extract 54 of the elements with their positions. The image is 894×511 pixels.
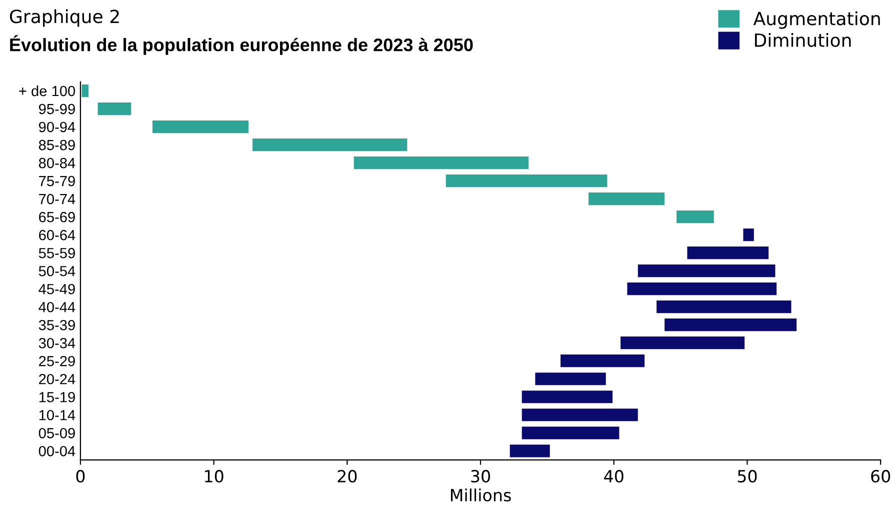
y-tick-label: 75-79 bbox=[39, 176, 75, 186]
y-tick-label: 45-49 bbox=[38, 284, 75, 294]
y-tick-label: 35-39 bbox=[38, 320, 75, 330]
x-tick-label: 0 bbox=[76, 470, 85, 483]
y-tick-label: 80-84 bbox=[38, 158, 76, 168]
x-tick-label: 50 bbox=[738, 470, 757, 483]
bar bbox=[588, 192, 665, 206]
bar bbox=[620, 336, 745, 350]
bar bbox=[252, 138, 408, 152]
y-tick-label: 10-14 bbox=[39, 410, 76, 420]
y-tick-label: 65-69 bbox=[39, 212, 75, 222]
y-tick-label: 30-34 bbox=[38, 338, 76, 348]
x-tick-label: 30 bbox=[471, 470, 490, 483]
y-tick-label: 00-04 bbox=[38, 446, 76, 456]
bar bbox=[743, 228, 754, 242]
bar bbox=[560, 354, 645, 368]
y-tick-label: 55-59 bbox=[38, 248, 75, 258]
bar bbox=[638, 264, 776, 278]
bar bbox=[522, 390, 613, 404]
bar bbox=[98, 102, 132, 116]
bar bbox=[656, 300, 792, 314]
y-tick-label: + de 100 bbox=[19, 85, 76, 96]
bar bbox=[522, 408, 638, 422]
bar bbox=[510, 444, 550, 458]
y-tick-label: 60-64 bbox=[39, 230, 76, 240]
x-tick-label: 20 bbox=[338, 470, 357, 483]
chart-title: Graphique 2 bbox=[10, 9, 119, 27]
bar bbox=[152, 120, 248, 134]
bar bbox=[687, 246, 769, 260]
legend-label: Diminution bbox=[755, 33, 851, 47]
x-axis-title: Millions bbox=[450, 488, 511, 502]
y-tick-label: 95-99 bbox=[38, 104, 75, 114]
y-tick-label: 85-89 bbox=[38, 140, 75, 150]
bar bbox=[522, 426, 620, 440]
y-tick-label: 50-54 bbox=[38, 266, 76, 276]
legend-label: Augmentation bbox=[753, 11, 880, 29]
bar bbox=[535, 372, 606, 386]
chart-subtitle: Évolution de la population européenne de 2023 à 2050 bbox=[10, 35, 473, 55]
bar bbox=[354, 156, 529, 170]
bar bbox=[82, 84, 88, 98]
y-tick-label: 70-74 bbox=[39, 194, 76, 204]
bar bbox=[664, 318, 797, 332]
x-tick-label: 40 bbox=[604, 470, 624, 483]
y-tick-label: 15-19 bbox=[39, 392, 75, 402]
y-tick-label: 40-44 bbox=[38, 302, 76, 312]
x-tick-label: 60 bbox=[871, 470, 890, 483]
x-tick-label: 10 bbox=[205, 470, 224, 483]
bar bbox=[627, 282, 777, 296]
y-tick-label: 20-24 bbox=[39, 374, 76, 384]
bar bbox=[446, 174, 608, 188]
y-tick-label: 05-09 bbox=[38, 428, 75, 438]
y-tick-label: 90-94 bbox=[38, 122, 76, 132]
y-tick-label: 25-29 bbox=[39, 356, 75, 366]
bar bbox=[676, 210, 714, 224]
